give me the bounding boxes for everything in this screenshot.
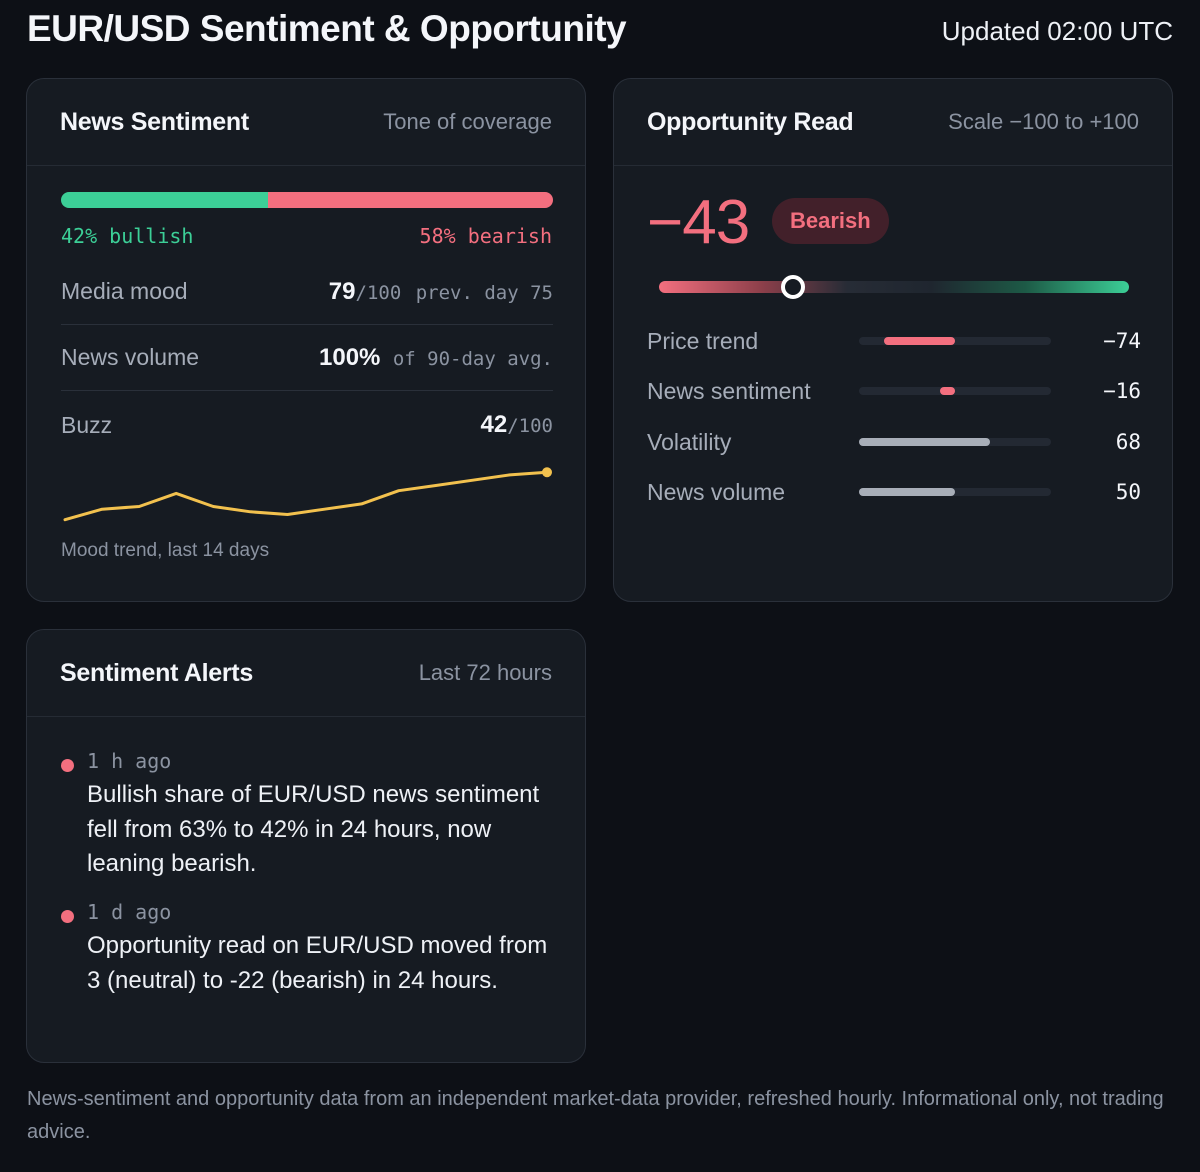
updated-timestamp: Updated 02:00 UTC — [941, 16, 1173, 46]
mood-trend-line — [63, 470, 549, 522]
news-sentiment-title: News Sentiment — [60, 107, 249, 136]
bearish-badge: Bearish — [772, 198, 889, 244]
bullish-share-fill — [61, 192, 268, 208]
factor-bar-fill — [859, 488, 955, 496]
buzz-row: Buzz 42/100 — [61, 392, 553, 458]
news-volume-note: of 90-day avg. — [392, 347, 553, 370]
factor-bar-track — [859, 337, 1051, 345]
media-mood-row: Media mood 79/100 prev. day 75 — [61, 259, 553, 325]
factor-bar-track — [859, 387, 1051, 395]
factor-bar-fill — [859, 438, 990, 446]
mood-trend-caption: Mood trend, last 14 days — [61, 540, 270, 561]
alert-time: 1 h ago — [87, 749, 172, 773]
media-mood-prev: prev. day 75 — [415, 281, 553, 304]
news-sentiment-subtitle: Tone of coverage — [383, 109, 552, 134]
factor-label: Volatility — [647, 428, 732, 455]
data-disclaimer: News-sentiment and opportunity data from… — [27, 1088, 1164, 1143]
media-mood-label: Media mood — [61, 278, 188, 304]
opportunity-header: Opportunity Read Scale −100 to +100 — [614, 79, 1172, 166]
buzz-value-group: 42/100 — [481, 411, 553, 439]
alert-text: Opportunity read on EUR/USD moved from 3… — [87, 932, 548, 994]
alerts-window: Last 72 hours — [418, 660, 552, 685]
alert-text: Bullish share of EUR/USD news sentiment … — [87, 781, 540, 877]
factor-row: News volume 50 — [647, 472, 1141, 512]
alert-dot-icon — [61, 759, 74, 772]
opportunity-gauge-marker — [780, 275, 805, 299]
factor-value: −16 — [1103, 379, 1141, 403]
opportunity-title: Opportunity Read — [647, 107, 854, 136]
factor-row: News sentiment −16 — [647, 371, 1141, 411]
news-volume-value: 100% — [319, 343, 381, 371]
buzz-value: 42 — [480, 411, 508, 438]
factor-row: Price trend −74 — [647, 321, 1141, 361]
sentiment-split-bar — [61, 192, 553, 208]
factor-label: Price trend — [647, 327, 759, 354]
bullish-share-label: 42% bullish — [61, 224, 194, 248]
news-sentiment-card: News Sentiment Tone of coverage 42% bull… — [26, 78, 586, 602]
factor-value: 68 — [1115, 430, 1141, 454]
alerts-header: Sentiment Alerts Last 72 hours — [27, 630, 585, 717]
factor-value: 50 — [1115, 480, 1141, 504]
factor-bar-fill — [883, 337, 955, 345]
opportunity-gauge — [659, 275, 1129, 299]
mood-trend-latest-point — [542, 467, 552, 478]
news-volume-value-group: 100% of 90-day avg. — [319, 344, 553, 372]
opportunity-score: −43 — [647, 188, 750, 257]
alert-item: 1 h ago Bullish share of EUR/USD news se… — [61, 749, 561, 879]
alert-dot-icon — [61, 910, 74, 923]
news-volume-row: News volume 100% of 90-day avg. — [61, 325, 553, 391]
factor-bar-track — [859, 438, 1051, 446]
factor-bar-fill — [939, 387, 955, 395]
page-title: EUR/USD Sentiment & Opportunity — [27, 8, 627, 49]
bearish-share-label: 58% bearish — [419, 224, 552, 248]
bearish-share-fill — [267, 192, 553, 208]
buzz-label: Buzz — [61, 411, 113, 438]
sentiment-alerts-card: Sentiment Alerts Last 72 hours 1 h ago B… — [26, 629, 586, 1063]
buzz-suffix: /100 — [507, 415, 553, 437]
factor-row: Volatility 68 — [647, 422, 1141, 462]
mood-trend-sparkline — [63, 467, 552, 522]
alert-item: 1 d ago Opportunity read on EUR/USD move… — [61, 900, 561, 1030]
opportunity-read-card: Opportunity Read Scale −100 to +100 −43 … — [613, 78, 1173, 602]
news-volume-label: News volume — [61, 344, 200, 370]
alerts-title: Sentiment Alerts — [60, 658, 253, 687]
opportunity-scale: Scale −100 to +100 — [948, 109, 1139, 134]
factor-bar-track — [859, 488, 1051, 496]
factor-label: News volume — [647, 478, 786, 505]
news-sentiment-header: News Sentiment Tone of coverage — [27, 79, 585, 166]
alert-time: 1 d ago — [87, 900, 172, 924]
factor-label: News sentiment — [647, 377, 811, 404]
media-mood-suffix: /100 — [355, 281, 402, 304]
media-mood-value: 79 — [328, 277, 356, 305]
factor-value: −74 — [1103, 329, 1141, 353]
media-mood-value-group: 79/100 prev. day 75 — [329, 278, 553, 306]
